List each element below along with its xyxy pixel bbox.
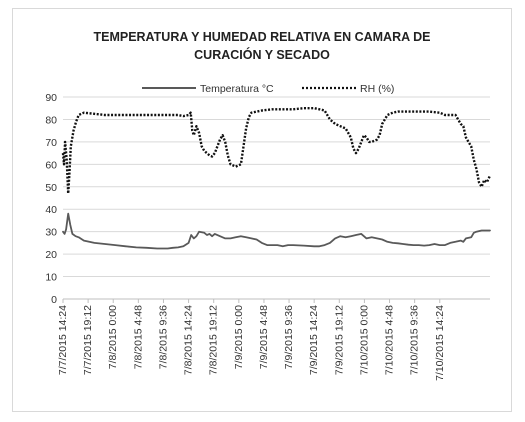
chart-title-line-1: TEMPERATURA Y HUMEDAD RELATIVA EN CAMARA… [93,30,430,44]
y-tick-label: 20 [45,249,57,261]
x-tick-label: 7/9/2015 4:48 [258,305,270,369]
x-tick-label: 7/8/2015 14:24 [183,305,195,375]
chart-title-line-2: CURACIÓN Y SECADO [194,47,330,62]
grid-layer [63,96,490,300]
y-tick-label: 50 [45,182,57,194]
y-tick-label: 80 [45,114,57,126]
x-tick-label: 7/9/2015 0:00 [233,305,245,369]
legend-rh-label: RH (%) [360,83,394,95]
x-tick-label: 7/9/2015 19:12 [333,305,345,375]
y-tick-label: 60 [45,159,57,171]
y-tick-label: 90 [45,92,57,104]
x-tick-label: 7/10/2015 4:48 [384,305,396,375]
x-tick-label: 7/9/2015 9:36 [283,305,295,369]
y-tick-label: 40 [45,204,57,216]
x-tick-label: 7/10/2015 14:24 [434,305,446,381]
x-tick-label: 7/8/2015 4:48 [132,305,144,369]
x-tick-label: 7/7/2015 19:12 [82,305,94,375]
x-tick-label: 7/9/2015 14:24 [308,305,320,375]
x-tick-label: 7/10/2015 0:00 [358,305,370,375]
series-rh-line [61,107,492,195]
y-tick-label: 0 [51,294,57,306]
x-tick-label: 7/8/2015 9:36 [157,305,169,369]
x-tick-label: 7/7/2015 14:24 [57,305,69,375]
x-tick-label: 7/8/2015 19:12 [208,305,220,375]
y-tick-label: 70 [45,137,57,149]
series-temperature-line [62,212,491,250]
legend: Temperatura °C RH (%) [142,83,394,95]
axis-layer: 0 10 20 30 40 50 60 70 80 90 7/7/2015 14:24 7/7/201… [45,92,445,381]
series-layer [61,107,492,250]
x-tick-label: 7/10/2015 9:36 [409,305,421,375]
x-tick-label: 7/8/2015 0:00 [107,305,119,369]
y-tick-label: 30 [45,227,57,239]
chart-frame [12,8,512,412]
y-tick-label: 10 [45,272,57,284]
legend-temperature-label: Temperatura °C [200,83,274,95]
